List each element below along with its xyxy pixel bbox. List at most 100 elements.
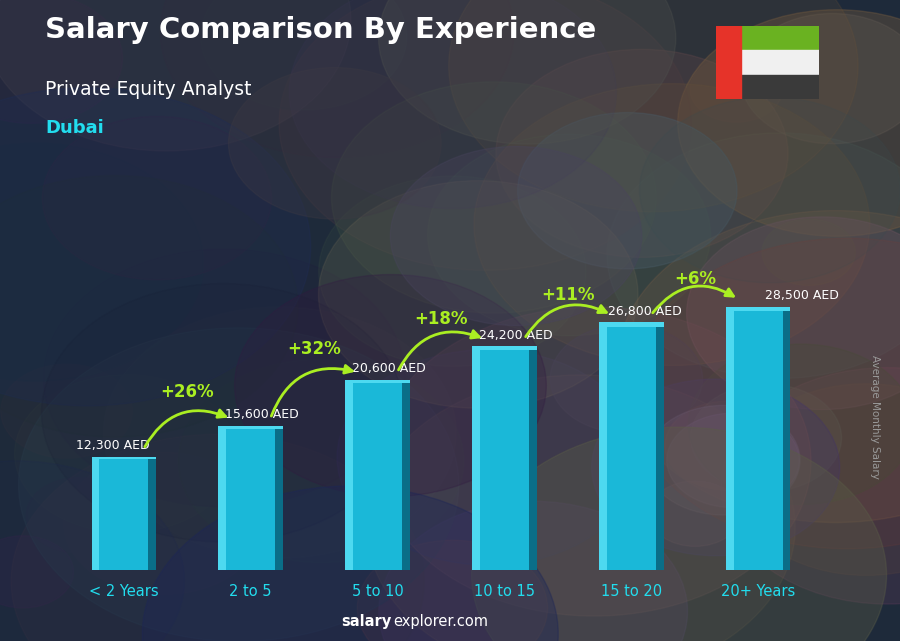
Bar: [275, 426, 283, 570]
Circle shape: [449, 0, 858, 212]
FancyArrowPatch shape: [652, 286, 734, 313]
Text: 26,800 AED: 26,800 AED: [608, 304, 682, 318]
Circle shape: [678, 10, 900, 237]
Circle shape: [688, 344, 900, 504]
Circle shape: [629, 238, 900, 549]
Circle shape: [690, 384, 842, 492]
Circle shape: [608, 133, 900, 378]
Bar: [472, 346, 536, 570]
Bar: [346, 379, 410, 570]
Circle shape: [721, 368, 900, 604]
Circle shape: [665, 401, 790, 490]
Circle shape: [178, 360, 464, 563]
Bar: [219, 426, 283, 429]
Bar: [599, 322, 663, 327]
Circle shape: [762, 219, 855, 285]
Bar: [472, 346, 480, 570]
Circle shape: [687, 217, 900, 410]
Bar: [219, 426, 226, 570]
Circle shape: [474, 84, 869, 365]
Bar: [716, 26, 742, 99]
Bar: [783, 306, 790, 570]
Circle shape: [366, 375, 796, 641]
Circle shape: [0, 0, 351, 151]
Circle shape: [616, 210, 900, 522]
Circle shape: [379, 0, 676, 144]
Circle shape: [518, 113, 737, 269]
Circle shape: [160, 0, 514, 158]
Circle shape: [732, 384, 900, 576]
Circle shape: [377, 307, 811, 616]
Circle shape: [235, 274, 546, 497]
Circle shape: [0, 0, 122, 123]
Circle shape: [646, 405, 800, 515]
FancyArrowPatch shape: [526, 305, 607, 337]
Bar: [726, 306, 790, 312]
FancyArrowPatch shape: [145, 410, 226, 447]
Circle shape: [0, 88, 310, 406]
Circle shape: [229, 67, 441, 219]
Circle shape: [690, 56, 782, 122]
Circle shape: [379, 501, 688, 641]
Text: Private Equity Analyst: Private Equity Analyst: [45, 80, 251, 99]
Circle shape: [319, 176, 586, 367]
Bar: [472, 346, 536, 351]
Bar: [346, 379, 410, 383]
Circle shape: [279, 0, 692, 271]
Circle shape: [0, 144, 203, 381]
Circle shape: [0, 176, 298, 437]
Bar: [599, 322, 663, 570]
Circle shape: [14, 375, 237, 533]
Circle shape: [331, 82, 656, 313]
Bar: [529, 346, 536, 570]
Text: explorer.com: explorer.com: [393, 615, 489, 629]
Circle shape: [11, 434, 424, 641]
Circle shape: [667, 413, 799, 508]
Text: +18%: +18%: [414, 310, 468, 328]
Circle shape: [640, 97, 900, 283]
Bar: [92, 456, 156, 570]
Bar: [148, 456, 156, 570]
Circle shape: [649, 481, 741, 546]
Circle shape: [42, 117, 272, 279]
Circle shape: [41, 283, 404, 542]
Circle shape: [64, 453, 264, 594]
Bar: [742, 75, 819, 99]
Text: 24,200 AED: 24,200 AED: [479, 329, 553, 342]
Bar: [742, 26, 819, 50]
Bar: [726, 306, 734, 570]
Text: Salary Comparison By Experience: Salary Comparison By Experience: [45, 16, 596, 44]
Bar: [346, 379, 353, 570]
Circle shape: [104, 307, 456, 558]
Text: Dubai: Dubai: [45, 119, 104, 137]
Circle shape: [496, 49, 788, 257]
Text: +26%: +26%: [160, 383, 214, 401]
Circle shape: [142, 486, 558, 641]
Text: 15,600 AED: 15,600 AED: [225, 408, 299, 421]
Bar: [656, 322, 663, 570]
Text: Average Monthly Salary: Average Monthly Salary: [869, 354, 880, 479]
Text: +32%: +32%: [287, 340, 341, 358]
Bar: [92, 456, 99, 570]
Text: +11%: +11%: [541, 286, 595, 304]
FancyArrowPatch shape: [271, 365, 352, 416]
Bar: [402, 379, 410, 570]
Circle shape: [550, 324, 703, 433]
Bar: [92, 456, 156, 459]
Circle shape: [357, 540, 547, 641]
Circle shape: [591, 379, 840, 556]
Circle shape: [1, 364, 132, 458]
Circle shape: [337, 349, 640, 565]
Circle shape: [472, 427, 886, 641]
Circle shape: [19, 328, 459, 641]
FancyArrowPatch shape: [399, 331, 479, 370]
Circle shape: [741, 13, 900, 144]
Text: salary: salary: [341, 615, 392, 629]
Circle shape: [0, 461, 184, 641]
Circle shape: [43, 249, 405, 507]
Text: +6%: +6%: [674, 271, 716, 288]
Bar: [599, 322, 607, 570]
Circle shape: [428, 134, 710, 336]
Circle shape: [201, 0, 407, 110]
Circle shape: [319, 181, 638, 408]
